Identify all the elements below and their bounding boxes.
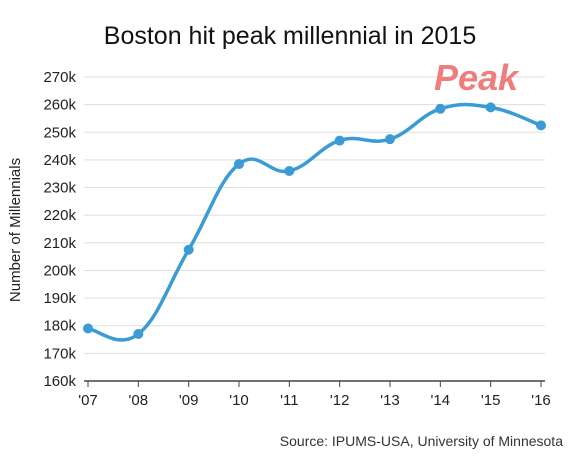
data-point (435, 103, 446, 114)
x-tick-label: '11 (280, 392, 298, 409)
y-tick-label: 250k (43, 124, 76, 141)
x-tick-label: '07 (78, 392, 98, 409)
data-point (234, 159, 244, 170)
y-tick-label: 160k (43, 373, 76, 390)
data-point (83, 323, 93, 334)
y-tick-label: 230k (43, 180, 76, 197)
y-axis-label: Number of Millennials (7, 158, 24, 302)
data-point (385, 134, 395, 145)
data-points (83, 102, 546, 340)
y-tick-label: 270k (43, 69, 76, 86)
x-tick-label: '15 (481, 392, 501, 409)
peak-annotation: Peak (434, 57, 520, 98)
y-tick-label: 180k (43, 318, 76, 335)
chart-title: Boston hit peak millennial in 2015 (104, 22, 476, 50)
x-tick-label: '10 (229, 392, 249, 409)
x-axis-ticks: '07 '08 '09 '10 '11 '12 '13 '14 '15 '16 (78, 381, 551, 409)
data-point (183, 244, 194, 255)
y-tick-label: 170k (43, 345, 76, 362)
y-tick-label: 210k (43, 235, 76, 252)
x-tick-label: '16 (531, 392, 551, 409)
data-point (536, 120, 546, 131)
x-tick-label: '13 (380, 392, 400, 409)
x-tick-label: '14 (431, 392, 451, 409)
series-line (86, 102, 543, 342)
source-note: Source: IPUMS-USA, University of Minneso… (280, 433, 563, 449)
y-tick-label: 200k (43, 262, 76, 279)
y-tick-label: 240k (43, 152, 76, 169)
grid-lines (84, 76, 545, 354)
data-point (284, 165, 295, 176)
data-point (485, 102, 496, 113)
y-axis-ticks: 160k 170k 180k 190k 200k 210k 220k 230k 240k 250k… (43, 69, 76, 390)
data-point (334, 135, 345, 146)
data-point (133, 329, 144, 340)
x-tick-label: '08 (129, 392, 149, 409)
y-tick-label: 220k (43, 207, 76, 224)
x-tick-label: '12 (330, 392, 350, 409)
y-tick-label: 190k (43, 290, 76, 307)
y-tick-label: 260k (43, 97, 76, 114)
x-tick-label: '09 (179, 392, 199, 409)
